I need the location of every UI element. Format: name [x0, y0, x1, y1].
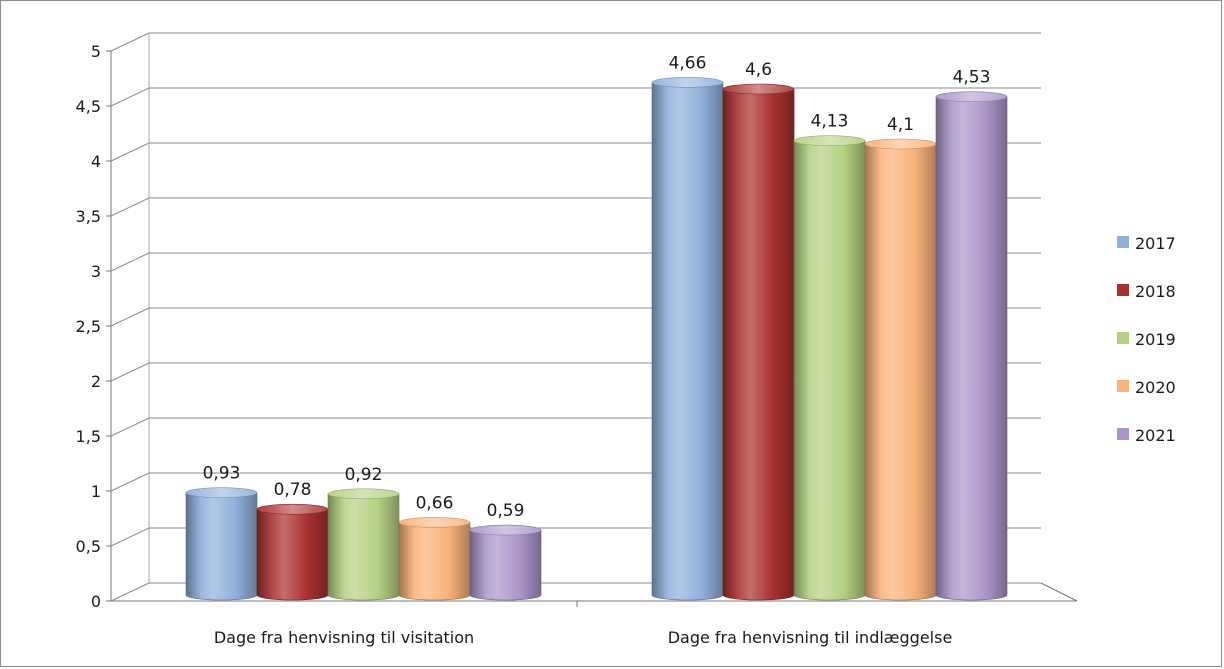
data-label: 0,66 [416, 493, 454, 513]
bar [793, 135, 866, 601]
data-label: 0,78 [274, 480, 312, 500]
legend-swatch [1117, 284, 1129, 296]
y-tick-label: 0,5 [76, 537, 101, 556]
bar [327, 488, 400, 601]
legend-item: 2019 [1117, 330, 1176, 349]
data-label: 4,13 [811, 112, 849, 132]
legend-label: 2017 [1135, 234, 1176, 253]
legend-label: 2020 [1135, 378, 1176, 397]
legend-label: 2021 [1135, 426, 1176, 445]
legend-swatch [1117, 428, 1129, 440]
bar [256, 503, 329, 601]
data-label: 0,92 [345, 465, 383, 485]
y-axis: 0 0,5 1 1,5 2 2,5 3 3,5 4 4,5 5 [76, 42, 101, 611]
legend-item: 2017 [1117, 234, 1176, 253]
legend-label: 2019 [1135, 330, 1176, 349]
y-tick-label: 1 [91, 482, 101, 501]
y-tick-label: 3,5 [76, 207, 101, 226]
y-tick-label: 5 [91, 42, 101, 61]
legend-label: 2018 [1135, 282, 1176, 301]
y-tick-label: 4 [91, 152, 101, 171]
data-label: 4,6 [745, 60, 772, 80]
y-tick-label: 1,5 [76, 427, 101, 446]
bar [722, 83, 795, 601]
y-tick-label: 0 [91, 592, 101, 611]
gridline [106, 32, 1041, 52]
bars [185, 77, 1008, 601]
bar [398, 517, 471, 601]
data-label: 0,59 [487, 501, 525, 521]
data-label: 4,53 [953, 68, 991, 88]
x-axis: Dage fra henvisning til visitation Dage f… [214, 601, 952, 647]
floor-right-edge [1040, 582, 1078, 602]
data-labels: 0,93 0,78 0,92 0,66 0,59 4,66 4,6 4,13 4,1 4,53 [203, 53, 991, 521]
bar [185, 487, 258, 601]
bar [935, 91, 1008, 601]
bar [469, 524, 542, 601]
bar [651, 77, 724, 601]
legend-item: 2021 [1117, 426, 1176, 445]
y-tick-label: 3 [91, 262, 101, 281]
y-tick-label: 2 [91, 372, 101, 391]
data-label: 4,1 [887, 115, 914, 135]
legend-item: 2020 [1117, 378, 1176, 397]
gridline [106, 87, 1041, 107]
legend-swatch [1117, 332, 1129, 344]
data-label: 0,93 [203, 464, 241, 484]
bar [864, 138, 937, 601]
legend: 2017 2018 2019 2020 2021 [1117, 234, 1176, 445]
y-tick-label: 4,5 [76, 97, 101, 116]
y-tick-label: 2,5 [76, 317, 101, 336]
legend-swatch [1117, 236, 1129, 248]
x-category-label: Dage fra henvisning til indlæggelse [668, 628, 953, 647]
data-label: 4,66 [669, 53, 707, 73]
legend-item: 2018 [1117, 282, 1176, 301]
legend-swatch [1117, 380, 1129, 392]
x-category-label: Dage fra henvisning til visitation [214, 628, 474, 647]
